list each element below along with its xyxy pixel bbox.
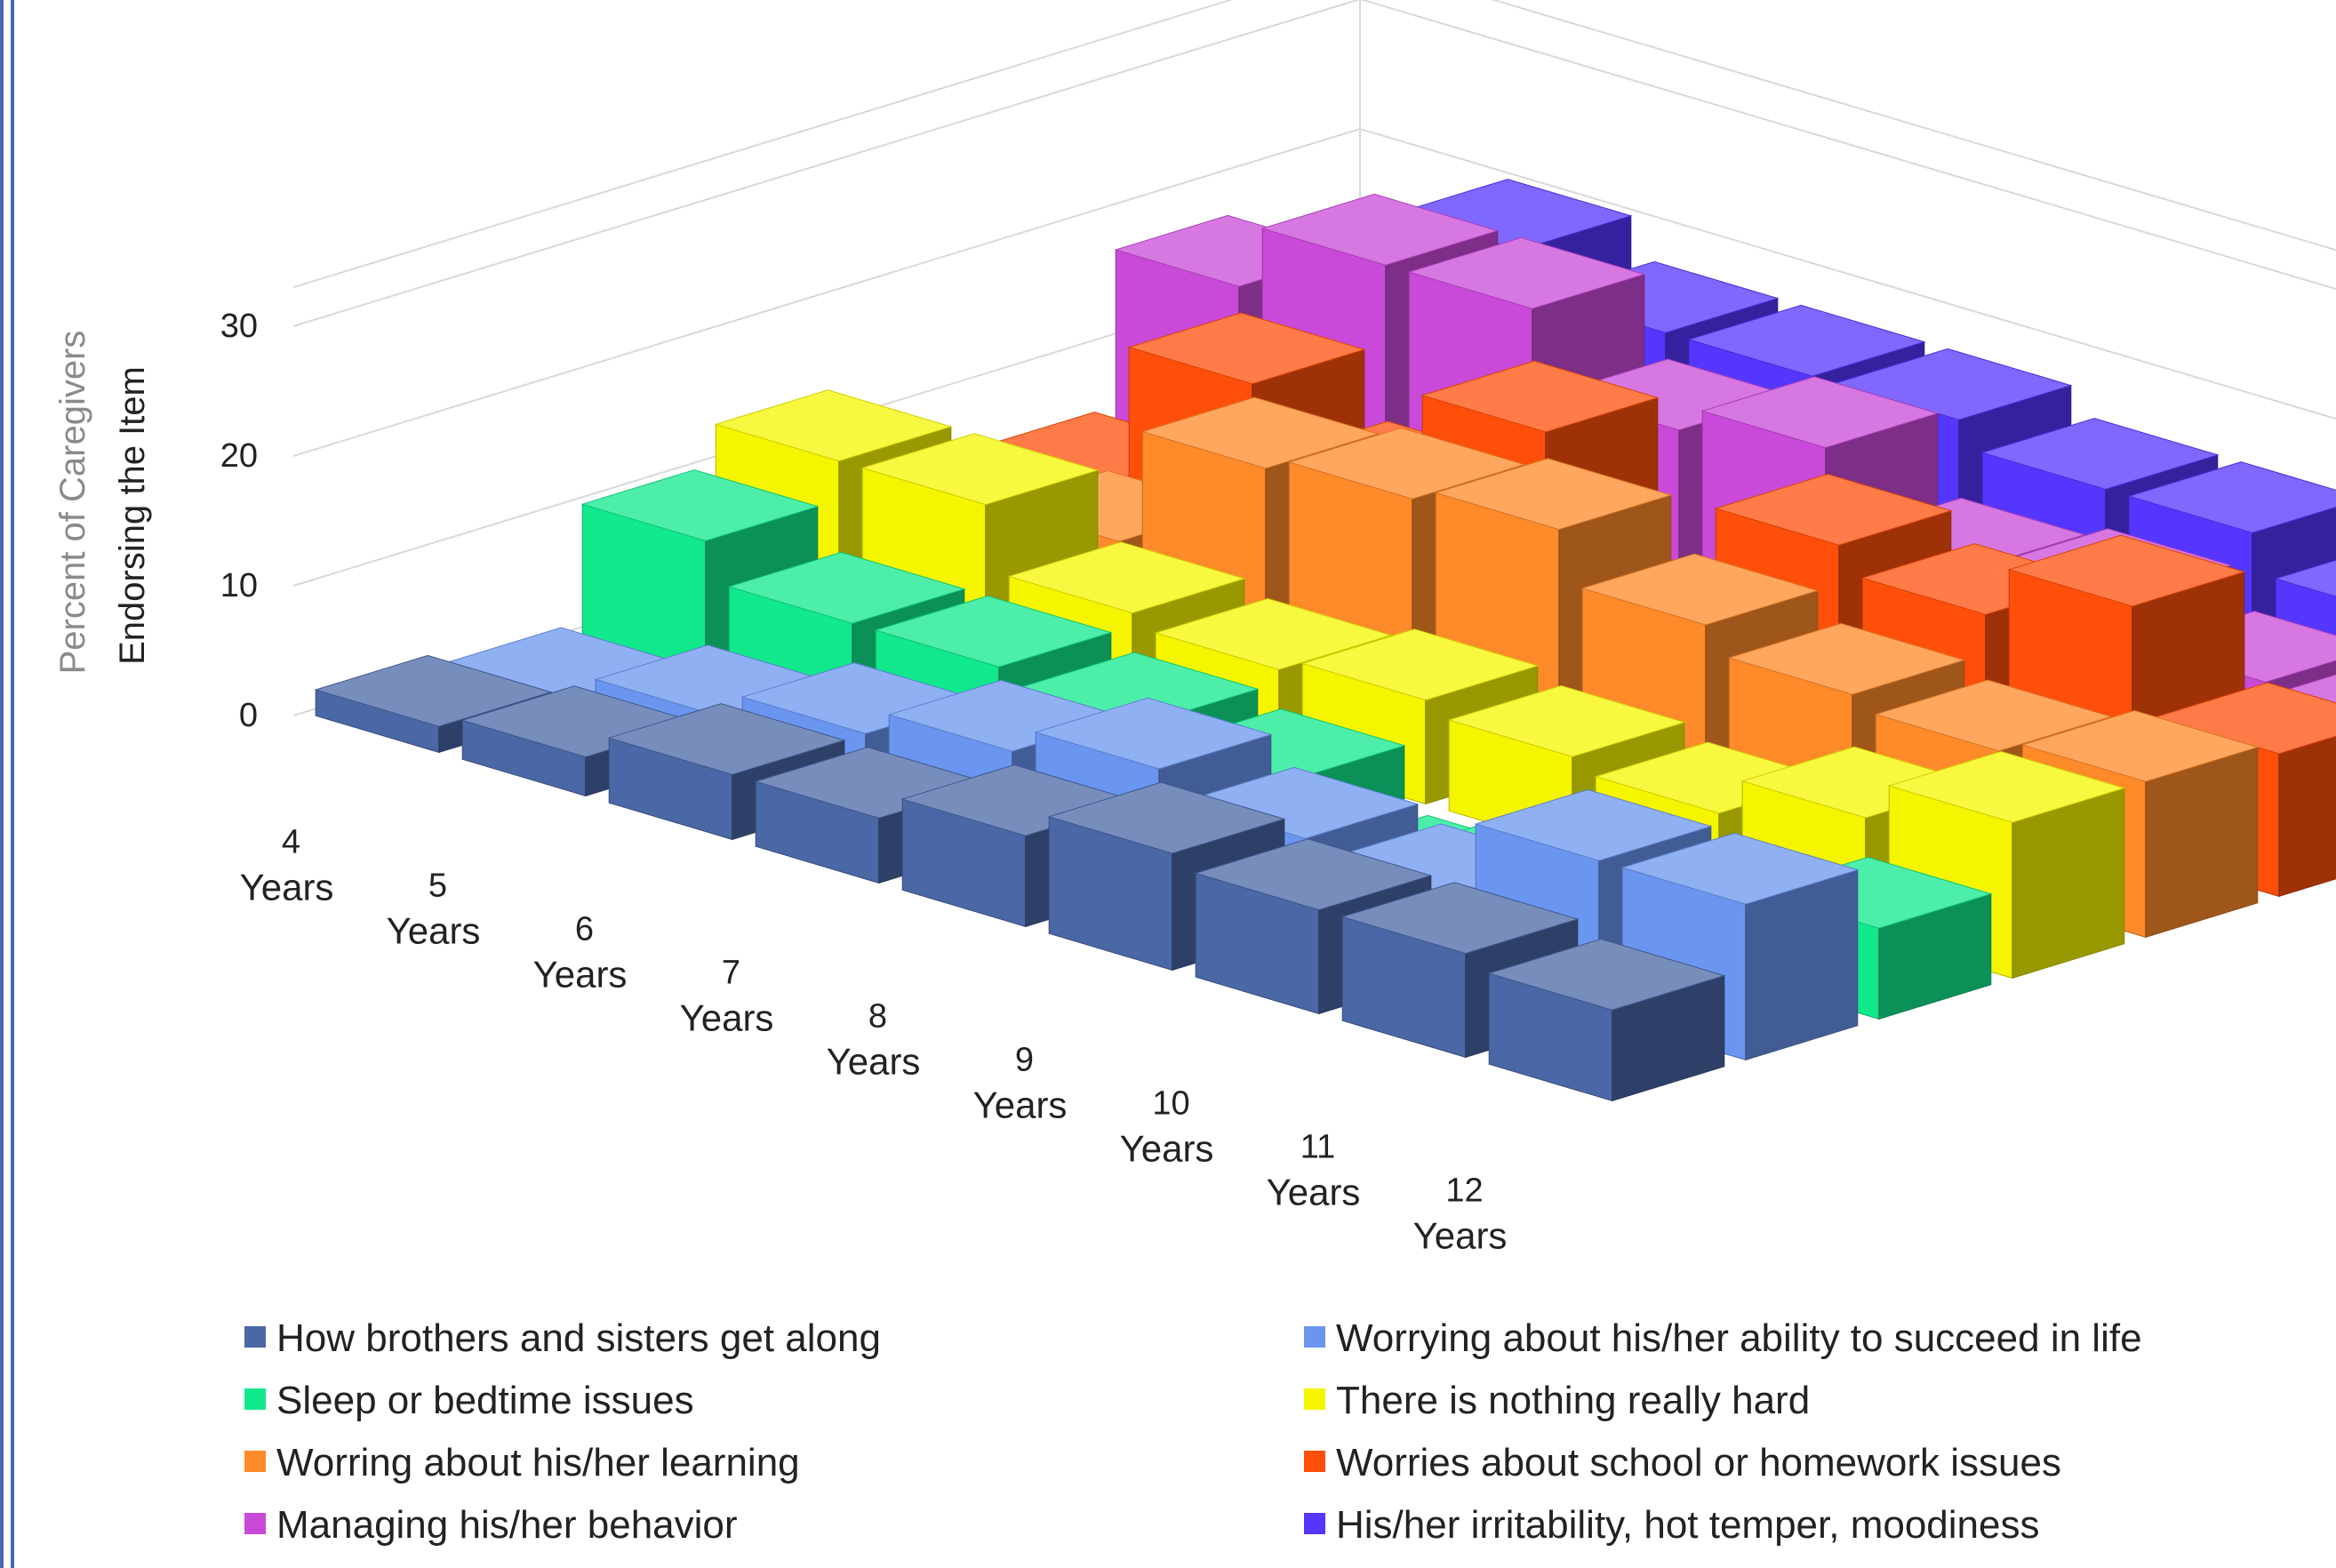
y-axis-label: Percent of Caregivers Endorsing the Item bbox=[53, 331, 152, 675]
x-tick-num-7: 7 bbox=[722, 955, 740, 992]
legend-label-1: How brothers and sisters get along bbox=[276, 1316, 881, 1360]
y-tick-0: 0 bbox=[239, 697, 258, 734]
legend-swatch-2 bbox=[1304, 1326, 1325, 1348]
bars bbox=[314, 179, 2336, 1102]
x-tick-num-6: 6 bbox=[575, 911, 594, 948]
legend-item-6: Worries about school or homework issues bbox=[1304, 1441, 2061, 1484]
legend-swatch-8 bbox=[1304, 1513, 1325, 1534]
x-tick-labels: 4 Years 5 Years 6 Years 7 Years 8 Years 9 Years 10 Ye… bbox=[240, 824, 1508, 1257]
x-tick-num-8: 8 bbox=[868, 998, 887, 1036]
gridline-30 bbox=[292, 0, 2336, 327]
x-tick-unit-10: Years bbox=[1120, 1128, 1214, 1170]
x-tick-num-9: 9 bbox=[1015, 1042, 1034, 1079]
legend-swatch-3 bbox=[244, 1388, 266, 1410]
x-tick-unit-5: Years bbox=[387, 910, 481, 952]
legend-label-8: His/her irritability, hot temper, moodin… bbox=[1336, 1503, 2039, 1547]
legend-label-2: Worrying about his/her ability to succee… bbox=[1336, 1316, 2142, 1360]
legend-label-5: Worring about his/her learning bbox=[276, 1441, 800, 1484]
y-axis-label-line1: Percent of Caregivers bbox=[53, 331, 92, 675]
legend-label-7: Managing his/her behavior bbox=[276, 1503, 738, 1547]
x-tick-unit-4: Years bbox=[240, 867, 334, 908]
x-tick-num-5: 5 bbox=[428, 868, 447, 905]
bar-1-12 bbox=[1487, 938, 1726, 1102]
legend: How brothers and sisters get along Worryi… bbox=[244, 1316, 2142, 1547]
legend-label-3: Sleep or bedtime issues bbox=[276, 1379, 694, 1422]
wall-top-edge bbox=[292, 0, 2336, 289]
x-tick-unit-12: Years bbox=[1413, 1215, 1508, 1257]
y-tick-20: 20 bbox=[220, 437, 258, 475]
left-border bbox=[0, 0, 14, 1568]
y-axis-label-line2: Endorsing the Item bbox=[113, 366, 152, 665]
x-tick-unit-6: Years bbox=[533, 954, 628, 996]
x-tick-num-10: 10 bbox=[1152, 1085, 1189, 1123]
x-tick-num-11: 11 bbox=[1300, 1129, 1335, 1166]
x-tick-unit-8: Years bbox=[827, 1041, 921, 1083]
legend-label-6: Worries about school or homework issues bbox=[1336, 1441, 2061, 1484]
legend-swatch-4 bbox=[1304, 1388, 1325, 1410]
y-tick-10: 10 bbox=[220, 567, 258, 604]
legend-item-5: Worring about his/her learning bbox=[244, 1441, 800, 1484]
legend-swatch-6 bbox=[1304, 1451, 1325, 1472]
y-tick-30: 30 bbox=[220, 308, 258, 345]
legend-swatch-5 bbox=[244, 1451, 266, 1472]
legend-swatch-7 bbox=[244, 1513, 266, 1534]
x-tick-num-12: 12 bbox=[1445, 1172, 1483, 1210]
legend-item-2: Worrying about his/her ability to succee… bbox=[1304, 1316, 2142, 1360]
legend-swatch-1 bbox=[244, 1326, 266, 1348]
x-tick-num-4: 4 bbox=[282, 824, 300, 861]
legend-item-4: There is nothing really hard bbox=[1304, 1379, 1810, 1422]
legend-item-7: Managing his/her behavior bbox=[244, 1503, 738, 1547]
x-tick-unit-11: Years bbox=[1267, 1172, 1361, 1213]
x-tick-unit-7: Years bbox=[680, 997, 774, 1039]
legend-item-3: Sleep or bedtime issues bbox=[244, 1379, 694, 1422]
y-tick-labels: 0 10 20 30 bbox=[220, 308, 258, 734]
x-tick-unit-9: Years bbox=[973, 1084, 1068, 1126]
legend-item-1: How brothers and sisters get along bbox=[244, 1316, 881, 1360]
legend-item-8: His/her irritability, hot temper, moodin… bbox=[1304, 1503, 2039, 1547]
legend-label-4: There is nothing really hard bbox=[1336, 1379, 1810, 1422]
